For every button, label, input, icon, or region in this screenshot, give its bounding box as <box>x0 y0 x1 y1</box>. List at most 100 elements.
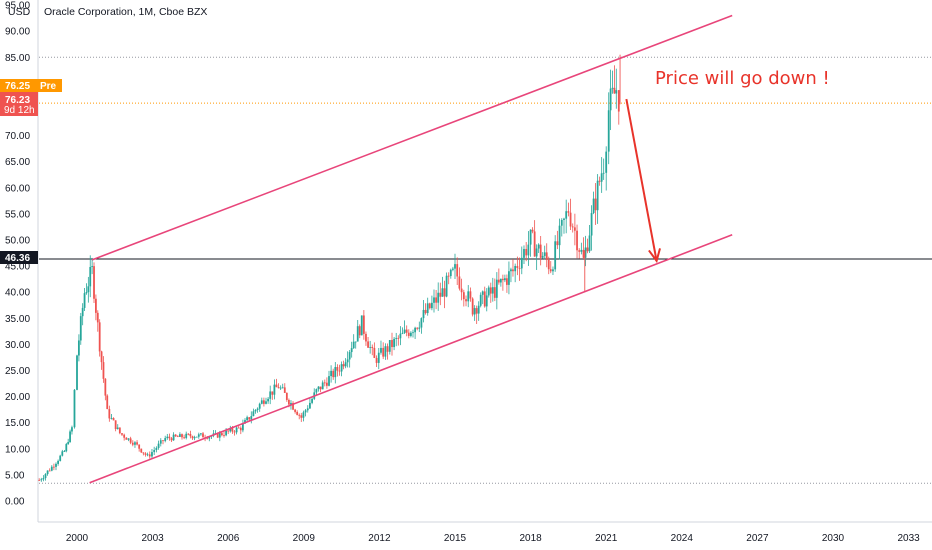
candle-body <box>231 428 234 432</box>
x-tick-label: 2024 <box>671 533 694 544</box>
candle-body <box>350 348 353 353</box>
candle-body <box>424 309 427 314</box>
candle-body <box>380 347 382 353</box>
candle-body <box>584 247 587 258</box>
candle-body <box>338 370 341 372</box>
candle-body <box>93 266 95 299</box>
candle-body <box>53 466 55 468</box>
candle-body <box>369 346 372 348</box>
candle-body <box>116 427 119 430</box>
candle-body <box>125 437 128 440</box>
candle-body <box>485 295 488 307</box>
candle-body <box>535 248 538 257</box>
candle-body <box>321 382 324 390</box>
candle-body <box>573 227 576 231</box>
candle-body <box>508 271 510 285</box>
candle-body <box>258 403 261 409</box>
candle-body <box>216 433 219 438</box>
candle-body <box>118 427 121 434</box>
candle-body <box>395 337 398 339</box>
candle-body <box>85 292 88 294</box>
candle-body <box>452 268 454 270</box>
candle-body <box>81 307 84 317</box>
candle-body <box>59 455 62 461</box>
down-arrow-line[interactable] <box>625 98 658 262</box>
candle-body <box>306 408 309 411</box>
candle-body <box>473 308 476 315</box>
candle-body <box>218 433 221 438</box>
y-tick-label: 65.00 <box>5 157 30 168</box>
candle-body <box>239 427 242 431</box>
candle-body <box>96 312 99 323</box>
candle-body <box>260 400 263 404</box>
candle-body <box>267 398 269 402</box>
candle-body <box>615 90 618 94</box>
candle-body <box>405 329 408 333</box>
candle-body <box>467 291 470 302</box>
candle-body <box>481 291 484 295</box>
candle-body <box>506 278 508 285</box>
candle-body <box>95 298 97 313</box>
candle-body <box>388 340 391 352</box>
candle-body <box>445 275 448 297</box>
candle-body <box>418 327 421 329</box>
candle-body <box>563 218 565 220</box>
candle-body <box>510 269 512 272</box>
y-tick-label: 5.00 <box>5 470 25 481</box>
candle-body <box>200 433 202 435</box>
annotation-text[interactable]: Price will go down ! <box>655 68 830 89</box>
candle-body <box>458 276 461 289</box>
candle-body <box>38 480 41 481</box>
candle-body <box>358 326 361 336</box>
candle-body <box>384 346 387 357</box>
candle-body <box>582 249 585 258</box>
candle-body <box>596 180 599 211</box>
candle-body <box>102 362 105 379</box>
candle-body <box>285 392 288 400</box>
candle-body <box>235 427 238 433</box>
candle-body <box>246 417 248 421</box>
candle-body <box>375 357 378 363</box>
candle-body <box>365 333 367 342</box>
candle-body <box>342 364 345 367</box>
candle-body <box>346 359 349 363</box>
y-tick-label: 45.00 <box>5 262 30 273</box>
candle-body <box>462 292 465 300</box>
candle-body <box>554 241 557 270</box>
candle-body <box>185 433 188 438</box>
candle-body <box>300 415 303 418</box>
candle-body <box>426 303 429 314</box>
candle-body <box>523 248 525 258</box>
candle-body <box>273 384 276 395</box>
candle-body <box>271 391 274 395</box>
candle-body <box>516 265 519 268</box>
channel-upper-line[interactable] <box>91 14 733 261</box>
svg-text:76.23: 76.23 <box>5 95 30 106</box>
x-tick-label: 2015 <box>444 533 467 544</box>
candle-body <box>454 264 456 269</box>
candle-body <box>157 443 160 448</box>
candle-body <box>304 410 307 413</box>
candle-body <box>279 387 282 389</box>
candle-body <box>65 444 68 452</box>
candle-body <box>104 378 107 396</box>
candle-body <box>491 287 494 294</box>
candle-body <box>334 367 337 378</box>
y-tick-label: 0.00 <box>5 497 25 508</box>
candle-body <box>242 423 244 431</box>
candle-body <box>319 386 322 390</box>
candle-body <box>121 433 123 435</box>
channel-lower-line[interactable] <box>89 234 733 484</box>
candle-body <box>391 340 393 348</box>
candle-body <box>541 255 544 258</box>
candle-body <box>48 470 51 472</box>
candle-body <box>42 478 45 480</box>
candle-body <box>336 367 339 371</box>
candle-body <box>382 347 385 357</box>
x-tick-label: 2027 <box>746 533 769 544</box>
candle-body <box>493 287 496 298</box>
level-price-badge: 46.36 <box>0 251 38 264</box>
candle-body <box>221 433 223 436</box>
candle-body <box>136 442 138 445</box>
